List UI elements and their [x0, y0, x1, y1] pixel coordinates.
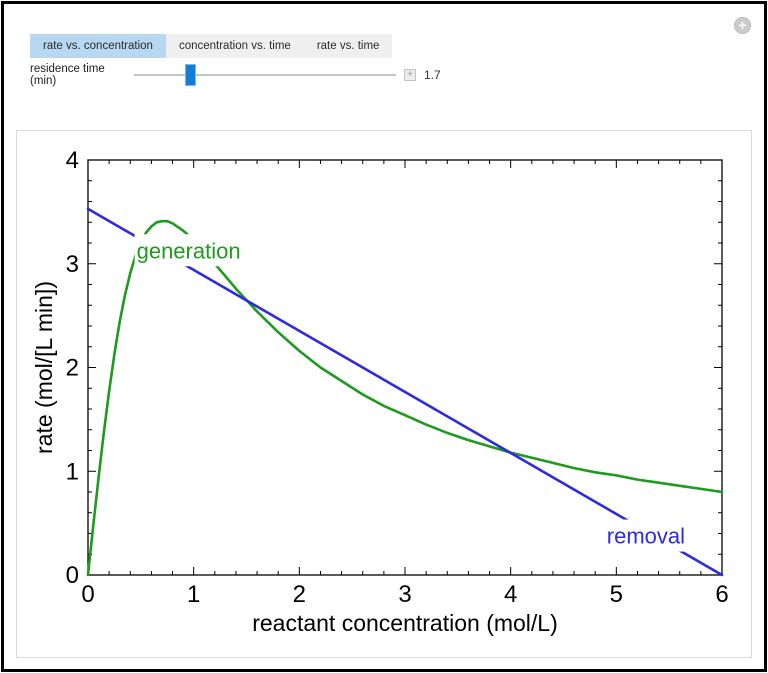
slider-thumb[interactable] [185, 64, 196, 86]
svg-text:removal: removal [607, 524, 685, 549]
tab-rate-vs-concentration[interactable]: rate vs. concentration [30, 34, 166, 58]
residence-time-slider[interactable] [134, 62, 396, 88]
svg-text:1: 1 [66, 458, 79, 485]
plot-panel: 0 1 2 3 4 5 6 0 1 2 3 4 reactant concentration (mol/… [16, 130, 752, 658]
svg-text:0: 0 [81, 581, 94, 608]
tab-rate-vs-time[interactable]: rate vs. time [316, 40, 380, 52]
svg-text:2: 2 [66, 355, 79, 382]
svg-text:0: 0 [66, 562, 79, 589]
tab-concentration-vs-time[interactable]: concentration vs. time [178, 40, 291, 52]
svg-text:3: 3 [398, 581, 411, 608]
svg-text:reactant concentration (mol/L): reactant concentration (mol/L) [252, 610, 558, 636]
svg-text:rate (mol/[L min]): rate (mol/[L min]) [31, 281, 57, 454]
slider-open-icon[interactable]: + [404, 69, 416, 81]
svg-text:2: 2 [293, 581, 306, 608]
svg-text:5: 5 [610, 581, 623, 608]
slider-label: residence time (min) [30, 63, 105, 87]
svg-text:3: 3 [66, 251, 79, 278]
svg-text:4: 4 [504, 581, 517, 608]
residence-time-control: residence time (min) + 1.7 [30, 62, 441, 88]
slider-track[interactable] [134, 74, 396, 76]
rate-plot: 0 1 2 3 4 5 6 0 1 2 3 4 reactant concentration (mol/… [17, 131, 751, 657]
svg-text:4: 4 [66, 147, 79, 174]
svg-text:1: 1 [187, 581, 200, 608]
svg-text:generation: generation [137, 238, 241, 263]
expand-circle-icon[interactable]: + [734, 17, 751, 34]
slider-value: 1.7 [424, 68, 441, 82]
svg-text:6: 6 [715, 581, 728, 608]
view-tabbar: rate vs. concentration concentration vs.… [30, 34, 393, 58]
